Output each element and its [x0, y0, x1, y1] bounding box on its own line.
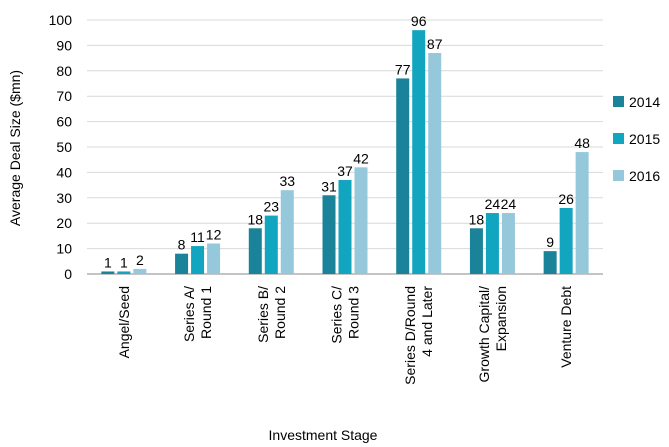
bar-2016-6	[575, 152, 589, 274]
data-label-2015-5: 24	[485, 196, 501, 212]
data-label-2016-1: 12	[206, 227, 222, 243]
bar-2015-5	[485, 213, 499, 274]
y-tick-label: 90	[56, 37, 72, 53]
bar-2016-1	[207, 243, 221, 274]
legend: 2014 2015 2016	[613, 94, 660, 184]
bar-2015-2	[264, 215, 278, 274]
y-tick-label: 50	[56, 139, 72, 155]
category-label-5: Expansion	[493, 286, 509, 351]
category-label-3: Series C/	[329, 286, 345, 344]
data-label-2016-0: 2	[136, 252, 144, 268]
y-tick-label: 70	[56, 88, 72, 104]
data-label-2014-4: 77	[395, 61, 411, 77]
bar-2016-3	[354, 167, 368, 274]
bar-2014-6	[543, 251, 557, 274]
gridlines	[87, 19, 603, 275]
legend-swatch-2014	[613, 96, 624, 107]
data-label-2015-3: 37	[337, 163, 353, 179]
bar-2014-3	[322, 195, 336, 274]
data-label-2014-1: 8	[178, 237, 186, 253]
category-label-1: Series A/	[181, 286, 197, 342]
x-axis-title: Investment Stage	[269, 427, 378, 443]
bar-2016-5	[501, 213, 515, 274]
data-label-2014-2: 18	[247, 211, 263, 227]
y-tick-label: 10	[56, 241, 72, 257]
category-label-3: Round 3	[346, 286, 362, 339]
y-axis-ticks: 0 10 20 30 40 50 60 70 80 90 100	[49, 12, 73, 282]
category-label-6: Venture Debt	[558, 286, 574, 368]
category-label-2: Round 2	[272, 286, 288, 339]
bars	[101, 30, 589, 274]
data-label-2016-5: 24	[501, 196, 517, 212]
data-label-2016-6: 48	[574, 135, 590, 151]
category-label-2: Series B/	[255, 286, 271, 343]
y-tick-label: 100	[49, 12, 73, 28]
data-label-2015-1: 11	[190, 229, 205, 245]
data-label-2016-4: 87	[427, 36, 443, 52]
legend-swatch-2015	[613, 133, 624, 144]
bar-2014-1	[175, 253, 189, 274]
y-tick-label: 20	[56, 215, 72, 231]
y-tick-label: 30	[56, 190, 72, 206]
legend-label-2014: 2014	[629, 94, 660, 110]
data-label-2014-6: 9	[546, 234, 554, 250]
legend-swatch-2016	[613, 170, 624, 181]
data-label-2014-0: 1	[104, 254, 112, 270]
legend-label-2015: 2015	[629, 131, 660, 147]
data-label-2015-2: 23	[263, 199, 279, 215]
y-tick-label: 0	[64, 266, 72, 282]
y-tick-label: 80	[56, 63, 72, 79]
bar-2015-3	[338, 180, 352, 274]
y-tick-label: 40	[56, 164, 72, 180]
bar-2016-4	[428, 53, 442, 274]
x-axis-categories: Angel/Seed Series A/Round 1 Series B/Round…	[116, 286, 574, 385]
category-label-1: Round 1	[198, 286, 214, 339]
data-label-2014-3: 31	[321, 178, 337, 194]
data-label-2016-2: 33	[279, 173, 295, 189]
category-label-5: Growth Capital/	[476, 286, 492, 383]
bar-2015-1	[191, 246, 205, 274]
category-label-4: 4 and Later	[419, 286, 435, 357]
bar-2014-2	[248, 228, 262, 274]
data-label-2014-5: 18	[469, 211, 485, 227]
data-label-2015-6: 26	[558, 191, 574, 207]
category-label-4: Series D/Round	[402, 286, 418, 385]
bar-2016-0	[133, 268, 147, 274]
bar-2015-0	[117, 271, 131, 274]
bar-2014-5	[469, 228, 483, 274]
data-label-2015-4: 96	[411, 13, 427, 29]
data-label-2016-3: 42	[353, 150, 369, 166]
y-tick-label: 60	[56, 114, 72, 130]
bar-2016-2	[280, 190, 294, 274]
y-axis-title: Average Deal Size ($mn)	[7, 70, 23, 226]
bar-2014-4	[396, 78, 410, 274]
bar-2015-6	[559, 207, 573, 274]
bar-2014-0	[101, 271, 115, 274]
data-label-2015-0: 1	[120, 254, 128, 270]
legend-label-2016: 2016	[629, 168, 660, 184]
bar-2015-4	[412, 30, 426, 274]
category-label-0: Angel/Seed	[116, 286, 132, 358]
